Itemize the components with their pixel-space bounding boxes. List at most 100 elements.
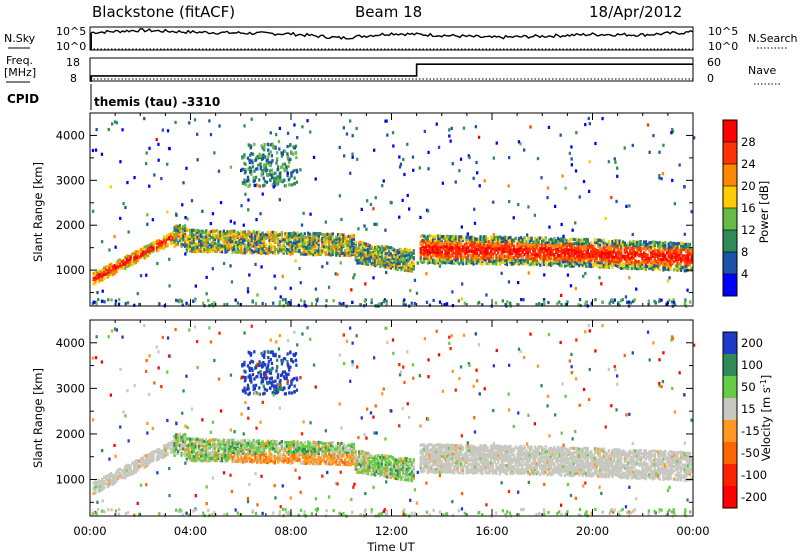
power-cell <box>281 298 285 302</box>
power-cell <box>475 247 479 251</box>
velocity-cell <box>182 444 185 448</box>
power-colorbar-tick-label: 20 <box>741 179 756 193</box>
velocity-cell <box>136 465 139 469</box>
velocity-cell <box>331 456 334 460</box>
power-cell <box>658 253 662 258</box>
velocity-cell <box>322 459 326 463</box>
power-cell <box>554 204 557 208</box>
power-cell <box>257 244 261 248</box>
power-cell <box>352 234 356 238</box>
power-cell <box>643 258 646 263</box>
power-cell <box>198 239 201 243</box>
velocity-cell <box>301 455 305 460</box>
velocity-cell <box>148 454 152 458</box>
power-cell <box>556 240 560 244</box>
power-cell <box>268 178 272 182</box>
power-cell <box>518 248 521 252</box>
power-cell <box>546 248 549 252</box>
power-cell <box>567 252 570 256</box>
power-cell <box>129 263 132 267</box>
velocity-cell <box>240 441 243 445</box>
power-cell <box>312 231 315 235</box>
power-cell <box>324 240 327 244</box>
power-cell <box>403 172 406 177</box>
power-cell <box>440 253 443 257</box>
power-cell <box>166 242 169 246</box>
power-cell <box>361 243 364 248</box>
velocity-cell <box>303 455 306 459</box>
velocity-cell <box>217 452 220 456</box>
power-cell <box>433 258 436 262</box>
power-cell <box>541 244 544 248</box>
power-cell <box>415 291 419 295</box>
power-cell <box>685 260 688 264</box>
velocity-cell <box>321 451 324 455</box>
power-cell <box>602 251 605 255</box>
noise-panel-frame <box>89 26 694 51</box>
power-cell <box>331 249 334 253</box>
power-cell <box>448 134 451 138</box>
power-cell <box>577 250 581 254</box>
velocity-cell <box>238 447 241 451</box>
velocity-cell <box>191 445 194 449</box>
power-cell <box>662 245 665 249</box>
power-cell <box>466 232 469 236</box>
power-cell <box>555 249 558 253</box>
power-cell <box>532 263 535 267</box>
power-cell <box>307 234 310 238</box>
power-cell <box>606 262 609 267</box>
power-cell <box>338 194 341 198</box>
power-cell <box>543 300 546 304</box>
power-cell <box>269 131 272 135</box>
power-cell <box>94 281 97 285</box>
power-cell <box>286 131 290 135</box>
velocity-cell <box>344 450 347 455</box>
power-cell <box>516 250 519 254</box>
power-cell <box>275 233 278 238</box>
power-cell <box>588 122 591 126</box>
velocity-cell <box>273 448 276 452</box>
velocity-cell <box>284 447 287 451</box>
power-cell <box>653 264 656 268</box>
power-cell <box>286 251 289 255</box>
power-cell <box>257 236 261 240</box>
power-cell <box>391 254 394 258</box>
velocity-cell <box>229 449 232 453</box>
power-cell <box>286 247 289 252</box>
power-cell <box>409 263 412 267</box>
power-cell <box>569 242 572 246</box>
power-cell <box>630 260 633 264</box>
power-cell <box>241 155 244 159</box>
power-cell <box>565 239 568 243</box>
power-cell <box>338 247 341 251</box>
velocity-cell <box>224 453 227 457</box>
power-cell <box>634 246 637 250</box>
power-cell <box>247 239 250 243</box>
power-cell <box>249 243 252 247</box>
power-cell <box>129 259 132 263</box>
power-cell <box>213 301 216 305</box>
velocity-cell <box>264 457 268 461</box>
power-cell <box>634 253 637 257</box>
power-cell <box>607 248 611 252</box>
power-cell <box>266 233 269 237</box>
velocity-cell <box>131 461 134 465</box>
power-cell <box>630 248 633 252</box>
velocity-cell <box>259 456 262 460</box>
power-cell <box>444 235 447 239</box>
velocity-cell <box>242 445 245 449</box>
velocity-cell <box>117 468 120 472</box>
power-cell <box>108 268 111 272</box>
power-cell <box>308 232 312 236</box>
velocity-cell <box>166 451 169 455</box>
power-cell <box>247 178 250 182</box>
power-cell <box>235 237 238 242</box>
power-cell <box>203 242 206 246</box>
power-cell <box>426 244 429 248</box>
power-cell <box>465 251 468 255</box>
power-cell <box>549 247 553 251</box>
power-cell <box>155 241 159 246</box>
power-cell <box>361 247 364 252</box>
power-cell <box>119 160 122 164</box>
power-cell <box>113 270 116 274</box>
